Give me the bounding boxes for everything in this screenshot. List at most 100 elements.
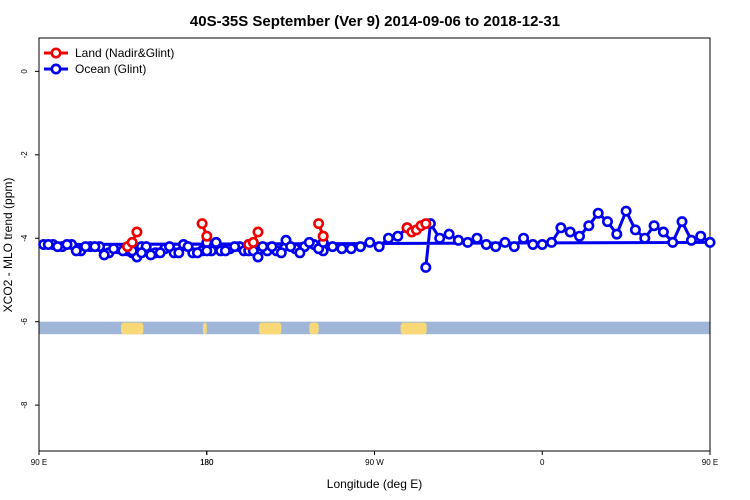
ocean-data-point <box>336 243 348 255</box>
ocean-series <box>38 205 716 273</box>
land-patch-4 <box>309 322 319 335</box>
ocean-data-point <box>275 247 287 259</box>
ocean-data-point <box>499 236 511 248</box>
ocean-data-point <box>592 207 604 219</box>
ocean-data-point <box>182 241 194 253</box>
ocean-data-point <box>52 241 64 253</box>
y-tick-label: 0 <box>20 69 29 74</box>
ocean-data-point <box>210 236 222 248</box>
ocean-data-point <box>42 239 54 251</box>
ocean-data-point <box>108 243 120 255</box>
ocean-data-point <box>546 236 558 248</box>
latitude-band <box>39 321 710 335</box>
ocean-data-point <box>657 226 669 238</box>
ocean-data-point <box>527 239 539 251</box>
ocean-data-point <box>434 232 446 244</box>
legend-ocean-label: Ocean (Glint) <box>75 62 146 76</box>
ocean-data-point <box>303 236 315 248</box>
ocean-data-point <box>252 251 264 263</box>
ocean-data-point <box>373 241 385 253</box>
x-tick-label: 90 E <box>702 458 718 467</box>
legend-ocean-marker <box>50 63 62 75</box>
legend-land-label: Land (Nadir&Glint) <box>75 46 174 60</box>
x-tick-label: 0 <box>540 458 545 467</box>
ocean-data-point <box>327 241 339 253</box>
land-patch-0 <box>121 322 144 335</box>
ocean-data-point <box>676 216 688 228</box>
ocean-data-point <box>555 222 567 234</box>
ocean-data-point <box>294 247 306 259</box>
chart-title: 40S-35S September (Ver 9) 2014-09-06 to … <box>190 13 560 30</box>
y-axis-label: XCO2 - MLO trend (ppm) <box>1 178 15 313</box>
ocean-data-point <box>229 241 241 253</box>
ocean-data-point <box>173 247 185 259</box>
y-tick-label: -8 <box>20 401 29 409</box>
ocean-data-point <box>490 241 502 253</box>
ocean-data-point <box>601 216 613 228</box>
land-patch-2 <box>400 322 427 335</box>
ocean-data-point <box>98 249 110 261</box>
ocean-data-point <box>382 232 394 244</box>
x-tick-label: 180 <box>200 458 214 467</box>
land-data-point <box>131 226 143 238</box>
land-series <box>122 218 432 253</box>
ocean-data-point <box>695 230 707 242</box>
ocean-data-point <box>154 247 166 259</box>
land-data-point <box>201 230 213 242</box>
ocean-data-point <box>345 243 357 255</box>
ocean-data-point <box>583 220 595 232</box>
ocean-data-point <box>508 241 520 253</box>
ocean-data-point <box>257 241 269 253</box>
plot-series <box>38 205 716 273</box>
ocean-data-point <box>704 236 716 248</box>
x-axis-label: Longitude (deg E) <box>327 477 422 491</box>
y-tick-label: -2 <box>20 151 29 159</box>
ocean-data-point <box>354 241 366 253</box>
land-data-point <box>420 218 432 230</box>
ocean-data-point <box>201 245 213 257</box>
land-patch-3 <box>258 322 282 335</box>
ocean-data-point <box>629 224 641 236</box>
legend-land-marker <box>50 47 62 59</box>
ocean-data-point <box>685 234 697 246</box>
ocean-data-point <box>392 230 404 242</box>
ocean-data-point <box>443 228 455 240</box>
y-tick-label: -4 <box>20 234 29 242</box>
ocean-data-point <box>667 236 679 248</box>
ocean-data-point <box>452 234 464 246</box>
land-patch-1 <box>203 322 207 335</box>
ocean-data-point <box>518 232 530 244</box>
x-tick-label: 90 W <box>365 458 384 467</box>
land-data-point <box>196 218 208 230</box>
land-data-point <box>126 236 138 248</box>
y-tick-label: -6 <box>20 318 29 326</box>
land-data-point <box>313 218 325 230</box>
x-tick-label: 90 E <box>31 458 47 467</box>
ocean-data-point <box>70 245 82 257</box>
ocean-data-point <box>573 230 585 242</box>
ocean-data-point <box>145 249 157 261</box>
x-tick-label: 180 <box>200 458 214 467</box>
ocean-data-point <box>80 241 92 253</box>
y-axis: 0 -2 -4 -6 -8 <box>20 69 39 409</box>
land-data-point <box>317 230 329 242</box>
ocean-data-point <box>480 239 492 251</box>
ocean-data-point <box>420 261 432 273</box>
ocean-data-point <box>564 226 576 238</box>
ocean-data-point <box>611 228 623 240</box>
land-data-point <box>252 226 264 238</box>
legend: Land (Nadir&Glint) Ocean (Glint) <box>44 46 174 76</box>
ocean-data-point <box>164 241 176 253</box>
ocean-data-point <box>285 241 297 253</box>
ocean-data-point <box>89 241 101 253</box>
ocean-data-point <box>266 241 278 253</box>
ocean-data-point <box>536 239 548 251</box>
ocean-data-point <box>620 205 632 217</box>
ocean-data-point <box>219 245 231 257</box>
ocean-data-point <box>191 247 203 259</box>
ocean-data-point <box>462 236 474 248</box>
land-data-point <box>247 236 259 248</box>
ocean-data-point <box>471 232 483 244</box>
